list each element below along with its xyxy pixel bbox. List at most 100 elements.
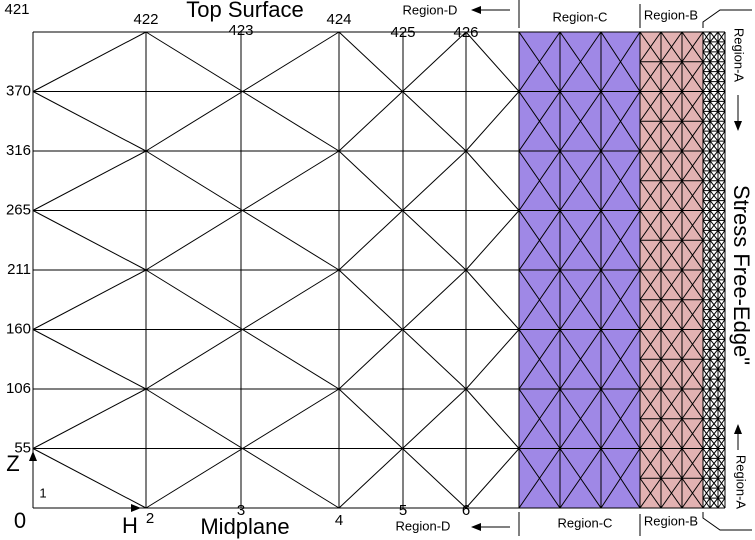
mesh-line xyxy=(709,111,719,122)
mesh-line xyxy=(717,111,726,122)
mesh-line xyxy=(702,61,711,72)
mesh-line xyxy=(660,239,683,271)
mesh-line xyxy=(717,497,726,509)
mesh-line xyxy=(702,448,711,459)
mesh-line xyxy=(717,150,726,162)
mesh-line xyxy=(717,349,726,360)
mesh-line xyxy=(639,150,662,182)
mesh-line xyxy=(702,101,711,112)
mesh-line xyxy=(660,61,683,92)
mesh-line xyxy=(660,120,683,152)
mesh-line xyxy=(660,329,683,360)
region-label: Region-C xyxy=(553,9,608,24)
mesh-line xyxy=(709,51,719,63)
mesh-line xyxy=(465,31,520,92)
node-label: 211 xyxy=(7,261,31,278)
mesh-line xyxy=(709,31,719,43)
mesh-line xyxy=(639,448,662,479)
node-label: 4 xyxy=(335,512,343,529)
mesh-line xyxy=(518,269,561,330)
mesh-line xyxy=(702,428,711,439)
mesh-line xyxy=(32,31,147,92)
mesh-line xyxy=(518,329,561,390)
node-label: 5 xyxy=(399,502,407,519)
mesh-line xyxy=(681,418,704,449)
mesh-line xyxy=(717,279,726,291)
mesh-line xyxy=(702,378,711,390)
axis-label: 1 xyxy=(39,485,46,500)
mesh-line xyxy=(600,388,641,449)
mesh-line xyxy=(32,448,147,509)
mesh-line xyxy=(559,329,602,390)
mesh-line xyxy=(702,150,711,162)
mesh-line xyxy=(702,160,711,172)
mesh-line xyxy=(717,418,726,429)
node-label: 2 xyxy=(146,510,154,527)
mesh-line xyxy=(681,61,704,92)
mesh-line xyxy=(702,299,711,310)
mesh-line xyxy=(660,358,683,390)
mesh-line xyxy=(709,150,719,162)
mesh-line xyxy=(32,91,147,152)
mesh-line xyxy=(639,269,662,301)
mesh-line xyxy=(717,448,726,459)
mesh-line xyxy=(660,299,683,330)
mesh-line xyxy=(717,61,726,72)
region-label: Region-B xyxy=(644,7,698,22)
mesh-line xyxy=(709,418,719,429)
mesh-line xyxy=(709,339,719,350)
mesh-line xyxy=(717,468,726,479)
mesh-line xyxy=(465,91,520,152)
mesh-line xyxy=(709,438,719,449)
node-label: 265 xyxy=(6,201,31,218)
mesh-line xyxy=(717,477,726,489)
mesh-line xyxy=(709,398,719,410)
mesh-line xyxy=(709,468,719,479)
mesh-line xyxy=(338,31,467,152)
region-label: Region-D xyxy=(396,518,451,533)
mesh-line xyxy=(717,81,726,92)
mesh-line xyxy=(465,210,520,271)
region-label: Region-A xyxy=(732,28,747,83)
mesh-line xyxy=(681,388,704,420)
mesh-line xyxy=(639,388,662,420)
mesh-line xyxy=(145,31,340,152)
mesh-line xyxy=(660,180,683,211)
mesh-line xyxy=(709,408,719,420)
mesh-line xyxy=(709,388,719,400)
mesh-line xyxy=(681,31,704,63)
mesh-line xyxy=(600,210,641,271)
mesh-line xyxy=(709,279,719,291)
mesh-line xyxy=(660,477,683,509)
node-label: 3 xyxy=(237,502,245,519)
mesh-line xyxy=(660,31,683,63)
mesh-line xyxy=(709,61,719,72)
mesh-line xyxy=(709,130,719,142)
mesh-line xyxy=(709,91,719,102)
mesh-line xyxy=(702,388,711,400)
mesh-line xyxy=(681,210,704,241)
mesh-line xyxy=(717,71,726,82)
node-label: 423 xyxy=(228,22,253,39)
mesh-line xyxy=(717,31,726,43)
mesh-line xyxy=(709,230,719,241)
node-label: 421 xyxy=(4,1,29,18)
mesh-line xyxy=(717,378,726,390)
mesh-line xyxy=(717,51,726,63)
mesh-line xyxy=(518,91,561,152)
mesh-line xyxy=(709,289,719,301)
mesh-line xyxy=(702,358,711,370)
mesh-line xyxy=(465,448,520,509)
mesh-line xyxy=(681,91,704,122)
mesh-line xyxy=(639,418,662,449)
mesh-line xyxy=(717,140,726,152)
mesh-line xyxy=(702,497,711,509)
mesh-line xyxy=(639,477,662,509)
node-label: 160 xyxy=(6,320,31,337)
region-label: Region-C xyxy=(558,515,613,530)
mesh-line xyxy=(702,71,711,82)
node-label: 424 xyxy=(326,11,351,28)
mesh-line xyxy=(702,180,711,191)
mesh-line xyxy=(702,408,711,420)
